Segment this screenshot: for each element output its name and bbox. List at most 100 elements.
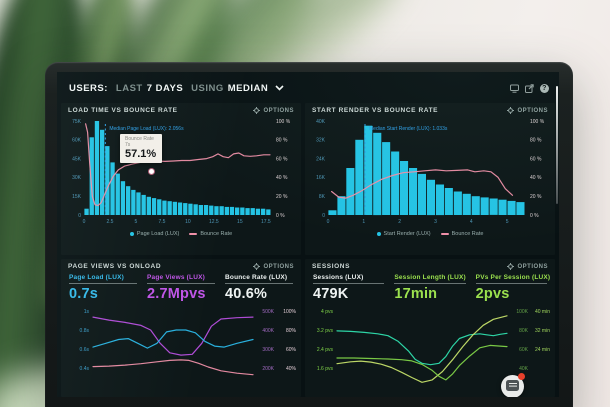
svg-text:15K: 15K: [72, 194, 82, 200]
svg-text:2: 2: [398, 219, 401, 225]
svg-text:0: 0: [327, 219, 330, 225]
svg-text:300K: 300K: [262, 347, 274, 353]
dashboard-header: USERS: LAST 7 DAYS USING MEDIAN ?: [69, 79, 549, 97]
header-brand: USERS:: [69, 82, 108, 94]
svg-text:100 %: 100 %: [530, 119, 545, 125]
options-button[interactable]: OPTIONS: [253, 107, 294, 114]
page-views-chart[interactable]: 1s 0.8s 0.6s 0.4s 500K 100% 400K 80% 300K 60% 200K…: [63, 302, 299, 386]
dashboard-screen: USERS: LAST 7 DAYS USING MEDIAN ?: [57, 72, 559, 397]
metric-value: 2.7Mpvs: [147, 286, 206, 302]
load-time-chart[interactable]: Bounce Rate 7s 57.1% 75K 60K 45K 30K 15K 0 100…: [63, 116, 299, 228]
panel-title: LOAD TIME VS BOUNCE RATE: [68, 107, 178, 114]
tooltip-anchor-dot: [148, 168, 155, 175]
metric-value: 17min: [394, 286, 438, 302]
start-render-chart[interactable]: 40K 32K 24K 16K 8K 0 100 % 80 % 60 % 40 % 20 % 0 % 0…: [307, 116, 553, 228]
panel-start-render: START RENDER VS BOUNCE RATE OPTIONS 40K 3…: [305, 103, 555, 255]
svg-text:8K: 8K: [319, 194, 326, 200]
panel-title: START RENDER VS BOUNCE RATE: [312, 107, 439, 114]
chat-icon: [506, 380, 519, 391]
svg-text:0: 0: [83, 219, 86, 225]
metrics-row: Page Load (LUX) 0.7s Page Views (LUX) 2.…: [61, 271, 301, 302]
gear-icon: [253, 107, 261, 114]
svg-text:Median Page Load (LUX): 2.056s: Median Page Load (LUX): 2.056s: [109, 126, 184, 132]
svg-text:0 %: 0 %: [530, 213, 539, 219]
chat-widget-button[interactable]: [501, 373, 525, 397]
svg-text:4 pvs: 4 pvs: [321, 309, 333, 315]
panel-title: PAGE VIEWS VS ONLOAD: [68, 263, 162, 270]
svg-text:60 %: 60 %: [276, 156, 288, 162]
svg-text:10: 10: [185, 219, 191, 225]
svg-text:80%: 80%: [286, 328, 297, 334]
svg-text:16K: 16K: [316, 175, 326, 181]
svg-text:0.4s: 0.4s: [80, 366, 90, 372]
chart-legend: Start Render (LUX) Bounce Rate: [305, 228, 555, 240]
metric-sessions: Sessions (LUX) 479K: [313, 274, 385, 302]
svg-text:17.5: 17.5: [261, 219, 271, 225]
sessions-chart[interactable]: 4 pvs 3.2 pvs 2.4 pvs 1.6 pvs 100K 40 min 80K 3…: [307, 302, 553, 386]
svg-text:400K: 400K: [262, 328, 274, 334]
header-aggregate-dropdown[interactable]: MEDIAN: [227, 82, 269, 94]
svg-text:0.8s: 0.8s: [80, 328, 90, 334]
options-button[interactable]: OPTIONS: [253, 263, 294, 270]
svg-text:80 %: 80 %: [276, 138, 288, 144]
svg-text:40K: 40K: [316, 119, 326, 125]
monitor-icon[interactable]: [510, 84, 519, 93]
svg-text:80 %: 80 %: [530, 138, 542, 144]
gear-icon: [507, 107, 515, 114]
panel-sessions: SESSIONS OPTIONS Sessions (LUX) 479K Ses…: [305, 259, 555, 397]
svg-text:500K: 500K: [262, 309, 274, 315]
tooltip-value: 57.1%: [125, 148, 157, 160]
metric-value: 2pvs: [475, 286, 510, 302]
svg-text:3.2 pvs: 3.2 pvs: [317, 328, 334, 334]
svg-text:7.5: 7.5: [158, 219, 165, 225]
legend-dot: [376, 231, 381, 236]
notification-dot: [518, 373, 525, 380]
panel-load-time: LOAD TIME VS BOUNCE RATE OPTIONS Bounce …: [61, 103, 301, 255]
svg-text:32K: 32K: [316, 138, 326, 144]
svg-text:32 min: 32 min: [535, 328, 550, 334]
svg-text:15: 15: [237, 219, 243, 225]
options-button[interactable]: OPTIONS: [507, 263, 548, 270]
gear-icon: [507, 263, 515, 270]
svg-text:5: 5: [506, 219, 509, 225]
metric-value: 479K: [313, 286, 349, 302]
svg-text:0: 0: [322, 213, 325, 219]
svg-text:75K: 75K: [72, 119, 82, 125]
metric-bounce-rate: Bounce Rate (LUX) 40.6%: [225, 274, 293, 302]
svg-text:24K: 24K: [316, 156, 326, 162]
chevron-down-icon[interactable]: [275, 83, 284, 94]
svg-text:24 min: 24 min: [535, 347, 550, 353]
svg-text:100 %: 100 %: [276, 119, 291, 125]
metric-value: 40.6%: [225, 286, 268, 302]
chart-legend: Page Load (LUX) Bounce Rate: [61, 228, 301, 240]
svg-text:5: 5: [135, 219, 138, 225]
svg-text:40 min: 40 min: [535, 309, 550, 315]
svg-text:100K: 100K: [516, 309, 528, 315]
scrollbar[interactable]: [556, 86, 558, 204]
metric-session-length: Session Length (LUX) 17min: [394, 274, 466, 302]
svg-text:3: 3: [434, 219, 437, 225]
laptop-frame: USERS: LAST 7 DAYS USING MEDIAN ?: [45, 62, 573, 407]
metric-value: 0.7s: [69, 286, 99, 302]
help-icon[interactable]: ?: [540, 83, 549, 93]
panel-page-views: PAGE VIEWS VS ONLOAD OPTIONS Page Load (…: [61, 259, 301, 397]
svg-text:4: 4: [470, 219, 473, 225]
svg-text:100%: 100%: [283, 309, 296, 315]
svg-text:1s: 1s: [84, 309, 90, 315]
svg-text:30K: 30K: [72, 175, 82, 181]
export-icon[interactable]: [525, 83, 534, 93]
svg-text:Median Start Render (LUX): 1.0: Median Start Render (LUX): 1.033s: [369, 126, 448, 132]
legend-dot: [129, 231, 134, 236]
svg-text:40%: 40%: [286, 366, 297, 372]
metric-page-views: Page Views (LUX) 2.7Mpvs: [147, 274, 215, 302]
svg-text:20 %: 20 %: [530, 194, 542, 200]
metric-pvs-per-session: PVs Per Session (LUX) 2pvs: [475, 274, 551, 302]
legend-dash: [189, 232, 198, 235]
svg-text:0: 0: [78, 213, 81, 219]
options-button[interactable]: OPTIONS: [507, 107, 548, 114]
svg-text:80K: 80K: [519, 328, 529, 334]
svg-text:40 %: 40 %: [276, 175, 288, 181]
svg-text:12.5: 12.5: [209, 219, 219, 225]
svg-text:45K: 45K: [72, 156, 82, 162]
